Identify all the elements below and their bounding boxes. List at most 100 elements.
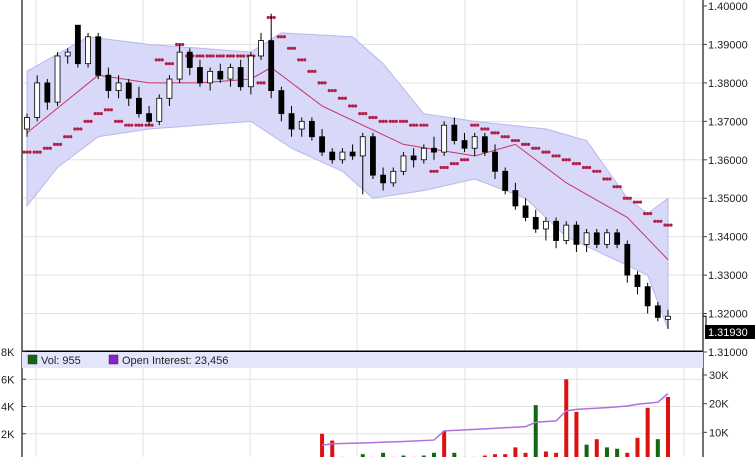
sar-dot [659, 219, 663, 223]
sar-dot [55, 142, 60, 146]
sar-dot [415, 123, 419, 127]
candle-body [339, 151, 346, 161]
sar-dot [513, 138, 517, 143]
candle-body [308, 120, 315, 138]
sar-dot [378, 119, 382, 123]
price-tick-label: 1.35000 [708, 193, 748, 205]
volume-bar [493, 454, 498, 457]
candle-body [237, 67, 244, 88]
sar-dot [262, 81, 266, 85]
sar-dot [462, 158, 467, 162]
sar-dot [350, 104, 355, 108]
candle-body [624, 243, 631, 276]
volume-bar [513, 447, 518, 457]
candle-body [44, 82, 51, 103]
sar-dot [239, 54, 243, 58]
sar-dot [228, 54, 233, 58]
sar-dot [592, 169, 596, 173]
candle-body [461, 140, 468, 149]
candle-body [105, 74, 112, 91]
sar-dot [567, 158, 571, 162]
volume-bar [421, 455, 426, 457]
candle-body [410, 155, 417, 161]
candle-body [563, 224, 570, 241]
candle-body [634, 274, 641, 288]
oi-legend-swatch [108, 354, 119, 365]
sar-dot [198, 54, 202, 58]
sar-dot [124, 123, 128, 127]
sar-dot [323, 81, 327, 85]
volume-bar [635, 437, 640, 457]
sar-dot [340, 96, 345, 100]
sar-dot [52, 142, 57, 146]
sar-dot [221, 54, 225, 58]
sar-dot [266, 15, 270, 20]
sar-dot [208, 54, 212, 58]
sar-dot [157, 58, 161, 62]
sar-dot [506, 135, 510, 139]
oi-tick-label: 30K [709, 370, 729, 382]
sar-dot [205, 54, 209, 58]
candle-body [207, 70, 214, 84]
sar-dot [374, 115, 378, 120]
sar-dot [292, 46, 297, 50]
candle-body [573, 224, 580, 245]
candle-body [522, 205, 529, 218]
sar-dot [541, 150, 545, 154]
sar-dot [476, 123, 480, 127]
sar-dot [561, 158, 565, 162]
candle-body [471, 136, 478, 149]
sar-dot [368, 115, 372, 120]
sar-dot [330, 88, 334, 93]
volume-bar [533, 405, 538, 457]
sar-dot [282, 35, 286, 39]
sar-dot [490, 131, 494, 135]
candle-body [604, 232, 610, 245]
sar-dot [320, 81, 324, 85]
sar-dot [286, 46, 291, 50]
sar-dot [259, 81, 263, 85]
candle-body [431, 147, 437, 153]
sar-dot [119, 119, 124, 123]
sar-dot [666, 223, 670, 227]
sar-dot [358, 112, 362, 116]
sar-dot [612, 185, 616, 189]
sar-dot [22, 150, 26, 154]
price-tick-label: 1.40000 [708, 1, 748, 13]
candle-body [492, 151, 498, 172]
sar-dot [635, 200, 640, 204]
sar-dot [638, 200, 643, 204]
candle-body [156, 97, 163, 122]
price-tick-label: 1.31000 [708, 347, 748, 359]
candle-body [278, 90, 285, 115]
sar-dot [38, 150, 42, 154]
sar-dot [276, 35, 280, 39]
candle-body [349, 151, 356, 157]
sar-dot [557, 154, 561, 158]
candle-body [197, 67, 203, 84]
candle-body [359, 136, 366, 157]
sar-dot [628, 196, 632, 200]
volume-bar [604, 447, 609, 457]
volume-bar [666, 396, 670, 457]
volume-tick-label: 4K [1, 402, 15, 414]
candle-body [543, 220, 549, 230]
sar-dot [303, 58, 307, 62]
price-tick-label: 1.39000 [708, 39, 748, 51]
sar-dot [66, 135, 70, 139]
sar-dot [465, 158, 470, 162]
sar-dot [669, 223, 673, 227]
sar-dot [404, 119, 409, 123]
sar-dot [643, 212, 647, 216]
oi-legend-label: Open Interest: 23,456 [122, 355, 228, 367]
sar-dot [181, 42, 185, 47]
sar-dot [503, 135, 507, 139]
sar-dot [449, 162, 453, 166]
volume-bar [442, 431, 447, 457]
candle-body [665, 315, 671, 320]
sar-dot [58, 142, 63, 146]
candle-body [247, 55, 254, 88]
sar-dot [86, 119, 90, 123]
sar-dot [113, 119, 118, 123]
candle-body [288, 113, 295, 130]
